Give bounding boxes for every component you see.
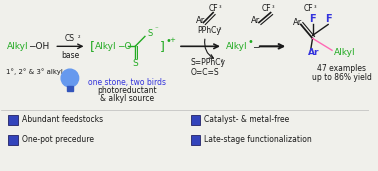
Text: CF: CF bbox=[208, 4, 218, 13]
Text: •: • bbox=[166, 36, 171, 46]
Text: One-pot precedure: One-pot precedure bbox=[22, 135, 94, 144]
Text: ₃: ₃ bbox=[313, 4, 316, 9]
Text: Ar: Ar bbox=[251, 16, 260, 25]
Bar bbox=[8, 115, 18, 125]
Text: 47 examples: 47 examples bbox=[317, 64, 366, 73]
Text: •: • bbox=[247, 37, 253, 47]
Text: Alkyl: Alkyl bbox=[95, 42, 117, 51]
Text: ]: ] bbox=[160, 40, 164, 53]
Text: Ar: Ar bbox=[293, 18, 302, 27]
Text: one stone, two birds: one stone, two birds bbox=[88, 77, 166, 87]
Text: base: base bbox=[61, 51, 79, 60]
Bar bbox=[8, 135, 18, 144]
Text: Ar: Ar bbox=[308, 48, 319, 57]
Text: F: F bbox=[325, 14, 332, 24]
Text: CS: CS bbox=[65, 34, 75, 43]
Text: & alkyl source: & alkyl source bbox=[100, 94, 155, 103]
Text: ₂: ₂ bbox=[221, 58, 223, 63]
Bar bbox=[191, 135, 200, 144]
Text: Alkyl: Alkyl bbox=[6, 42, 28, 51]
Text: Abundant feedstocks: Abundant feedstocks bbox=[22, 115, 103, 124]
Bar bbox=[67, 86, 73, 91]
Bar bbox=[191, 115, 200, 125]
Text: Catalyst- & metal-free: Catalyst- & metal-free bbox=[204, 115, 290, 124]
Text: up to 86% yield: up to 86% yield bbox=[312, 73, 372, 82]
Text: Alkyl: Alkyl bbox=[226, 42, 248, 51]
Text: Alkyl: Alkyl bbox=[334, 48, 356, 57]
Text: +: + bbox=[169, 37, 175, 43]
Text: Late-stage functionalization: Late-stage functionalization bbox=[204, 135, 312, 144]
Text: Ar: Ar bbox=[195, 16, 205, 25]
Text: S: S bbox=[148, 29, 153, 38]
Text: ●: ● bbox=[65, 73, 69, 78]
Text: −: − bbox=[252, 42, 260, 51]
Text: S: S bbox=[132, 59, 138, 68]
Text: photoreductant: photoreductant bbox=[98, 87, 157, 95]
Text: −OH: −OH bbox=[28, 42, 49, 51]
Text: CF: CF bbox=[304, 4, 313, 13]
Text: ₂: ₂ bbox=[77, 34, 80, 39]
Text: ₃: ₃ bbox=[219, 4, 222, 9]
Text: O=C=S: O=C=S bbox=[191, 68, 219, 77]
Text: −O: −O bbox=[117, 42, 131, 51]
Text: ₃: ₃ bbox=[272, 4, 274, 9]
Text: CF: CF bbox=[262, 4, 271, 13]
Text: PPhCy: PPhCy bbox=[198, 26, 222, 35]
Text: S=PPhCy: S=PPhCy bbox=[191, 58, 226, 67]
Text: ₂: ₂ bbox=[219, 26, 222, 31]
Text: F: F bbox=[309, 14, 316, 24]
Text: 1°, 2° & 3° alkyl: 1°, 2° & 3° alkyl bbox=[6, 69, 62, 75]
Text: ⁻: ⁻ bbox=[155, 27, 158, 32]
Text: [: [ bbox=[90, 40, 95, 53]
Circle shape bbox=[61, 69, 79, 87]
